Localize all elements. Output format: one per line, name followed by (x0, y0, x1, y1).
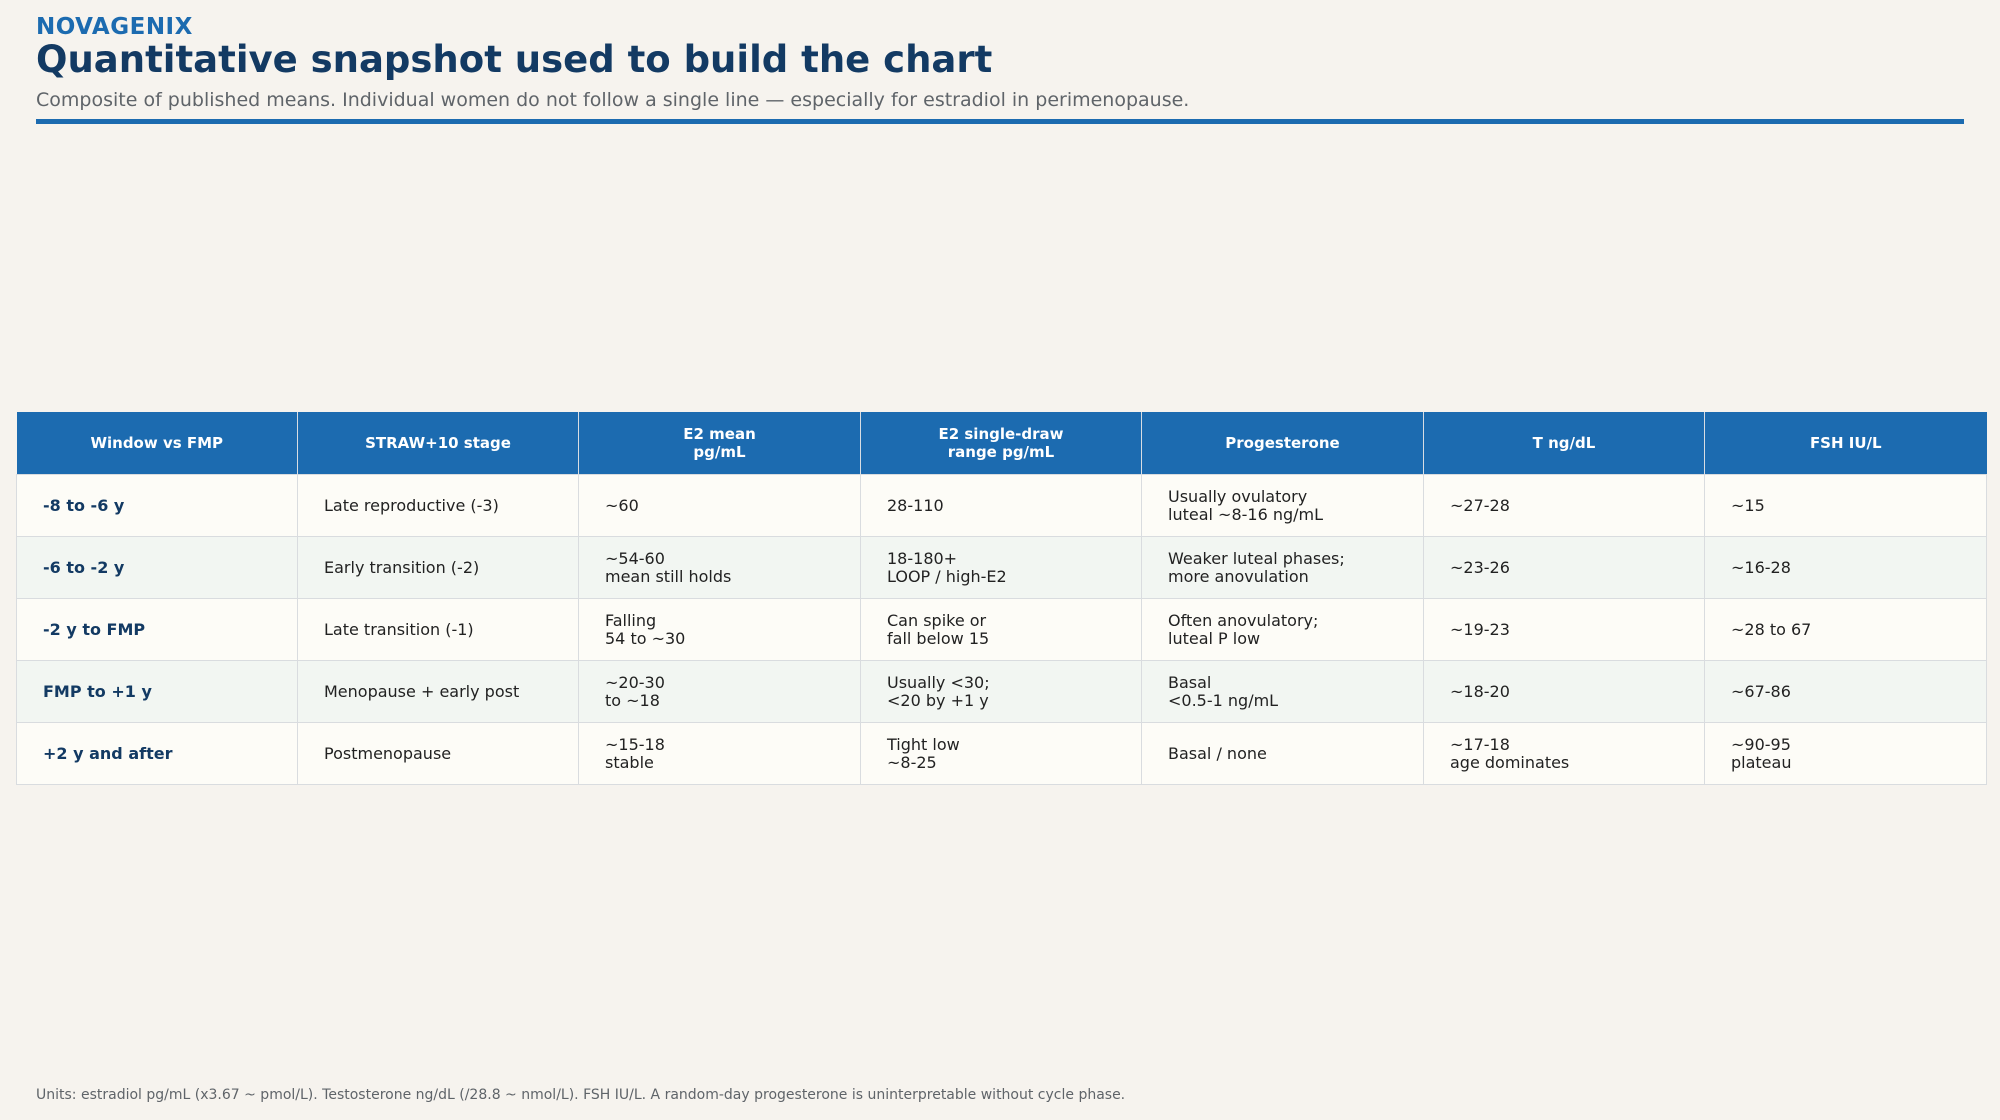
page-title: Quantitative snapshot used to build the … (36, 38, 993, 81)
column-header-progesterone: Progesterone (1141, 412, 1424, 475)
units-footnote: Units: estradiol pg/mL (x3.67 ~ pmol/L).… (36, 1087, 1126, 1103)
cell-e2-range: 28-110 (860, 474, 1142, 537)
cell-testosterone: ~27-28 (1423, 474, 1705, 537)
column-header-e2-mean-label: E2 mean pg/mL (683, 425, 756, 461)
cell-stage: Late transition (-1) (297, 598, 579, 661)
cell-fsh: ~28 to 67 (1704, 598, 1987, 661)
cell-stage: Postmenopause (297, 722, 579, 785)
cell-progesterone: Often anovulatory; luteal P low (1141, 598, 1424, 661)
column-header-fsh: FSH IU/L (1704, 412, 1987, 475)
column-header-stage: STRAW+10 stage (297, 412, 579, 475)
table-row: FMP to +1 y Menopause + early post ~20-3… (16, 660, 1987, 723)
cell-fsh: ~15 (1704, 474, 1987, 537)
cell-e2-mean: ~60 (578, 474, 861, 537)
column-header-e2-mean: E2 mean pg/mL (578, 412, 861, 475)
cell-e2-range: Tight low ~8-25 (860, 722, 1142, 785)
header-divider (36, 119, 1964, 124)
column-header-e2-range-label: E2 single-draw range pg/mL (938, 425, 1064, 461)
cell-progesterone: Usually ovulatory luteal ~8-16 ng/mL (1141, 474, 1424, 537)
cell-fsh: ~16-28 (1704, 536, 1987, 599)
cell-stage: Menopause + early post (297, 660, 579, 723)
table-row: -2 y to FMP Late transition (-1) Falling… (16, 598, 1987, 661)
cell-window: -8 to -6 y (16, 474, 298, 537)
cell-e2-mean: ~54-60 mean still holds (578, 536, 861, 599)
cell-e2-mean: ~15-18 stable (578, 722, 861, 785)
table-header-row: Window vs FMP STRAW+10 stage E2 mean pg/… (16, 412, 1987, 475)
cell-window: -6 to -2 y (16, 536, 298, 599)
cell-testosterone: ~19-23 (1423, 598, 1705, 661)
cell-window: +2 y and after (16, 722, 298, 785)
column-header-window: Window vs FMP (16, 412, 298, 475)
table-row: -6 to -2 y Early transition (-2) ~54-60 … (16, 536, 1987, 599)
cell-testosterone: ~23-26 (1423, 536, 1705, 599)
cell-e2-mean: ~20-30 to ~18 (578, 660, 861, 723)
cell-e2-mean: Falling 54 to ~30 (578, 598, 861, 661)
cell-e2-range: Usually <30; <20 by +1 y (860, 660, 1142, 723)
cell-testosterone: ~17-18 age dominates (1423, 722, 1705, 785)
cell-progesterone: Basal / none (1141, 722, 1424, 785)
column-header-e2-range: E2 single-draw range pg/mL (860, 412, 1142, 475)
cell-fsh: ~67-86 (1704, 660, 1987, 723)
table-row: -8 to -6 y Late reproductive (-3) ~60 28… (16, 474, 1987, 537)
cell-e2-range: 18-180+ LOOP / high-E2 (860, 536, 1142, 599)
table-row: +2 y and after Postmenopause ~15-18 stab… (16, 722, 1987, 785)
cell-e2-range: Can spike or fall below 15 (860, 598, 1142, 661)
cell-stage: Early transition (-2) (297, 536, 579, 599)
brand-name: NOVAGENIX (36, 14, 193, 40)
column-header-testosterone: T ng/dL (1423, 412, 1705, 475)
snapshot-table: Window vs FMP STRAW+10 stage E2 mean pg/… (16, 412, 1987, 785)
cell-stage: Late reproductive (-3) (297, 474, 579, 537)
cell-progesterone: Weaker luteal phases; more anovulation (1141, 536, 1424, 599)
cell-window: -2 y to FMP (16, 598, 298, 661)
cell-window: FMP to +1 y (16, 660, 298, 723)
page-subtitle: Composite of published means. Individual… (36, 89, 1190, 111)
cell-testosterone: ~18-20 (1423, 660, 1705, 723)
cell-progesterone: Basal <0.5-1 ng/mL (1141, 660, 1424, 723)
cell-fsh: ~90-95 plateau (1704, 722, 1987, 785)
